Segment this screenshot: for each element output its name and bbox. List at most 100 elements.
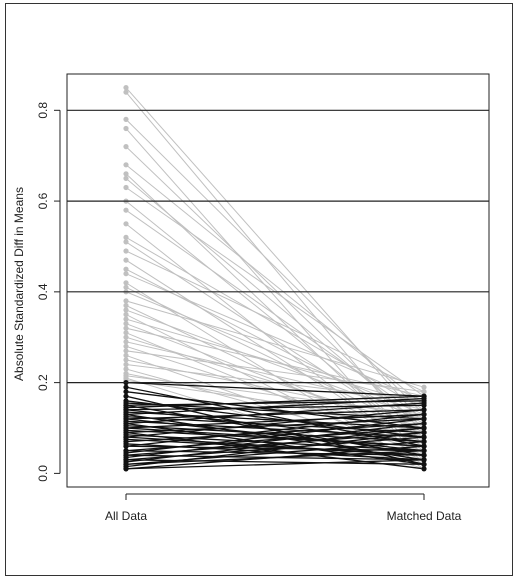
point-matched-data [421, 429, 427, 436]
x-tick-label: Matched Data [387, 509, 462, 523]
series-line [125, 459, 425, 465]
point-all-data [123, 334, 129, 340]
point-all-data [123, 257, 129, 263]
point-all-data [123, 311, 129, 318]
point-all-data [123, 389, 129, 395]
point-all-data [123, 339, 129, 345]
point-all-data [123, 266, 129, 272]
point-all-data [123, 175, 129, 181]
point-all-data [123, 457, 129, 463]
point-all-data [123, 284, 129, 290]
point-matched-data [421, 452, 427, 458]
series-line [125, 409, 425, 420]
point-all-data [123, 330, 129, 336]
series-line [125, 443, 425, 461]
y-tick-label: 0.8 [36, 102, 50, 119]
point-all-data [123, 393, 129, 399]
point-matched-data [421, 466, 427, 472]
series-line [125, 178, 425, 429]
series-line [125, 164, 425, 406]
point-all-data [123, 441, 129, 447]
point-matched-data [421, 407, 427, 413]
point-all-data [123, 432, 129, 438]
series-line [125, 438, 425, 456]
point-matched-data [421, 411, 427, 417]
series-lines [125, 87, 425, 470]
point-all-data [123, 361, 129, 368]
point-all-data [123, 343, 129, 349]
y-axis: 0.0 0.2 0.4 0.6 0.8 [36, 102, 61, 482]
point-all-data [123, 162, 129, 168]
point-all-data [123, 248, 129, 254]
point-all-data [123, 436, 129, 442]
y-tick-label: 0.4 [36, 283, 50, 300]
point-all-data [123, 352, 129, 358]
point-all-data [123, 448, 129, 454]
x-tick-label: All Data [105, 509, 147, 523]
series-line [125, 341, 425, 411]
point-all-data [123, 409, 129, 415]
point-all-data [123, 418, 129, 424]
point-all-data [123, 366, 129, 372]
point-all-data [123, 302, 129, 309]
point-all-data [123, 423, 129, 429]
y-tick-label: 0.0 [36, 465, 50, 482]
point-all-data [123, 400, 129, 406]
point-matched-data [421, 434, 427, 440]
series-line [125, 429, 425, 447]
point-matched-data [421, 395, 427, 402]
series-line [125, 402, 425, 425]
series-line [125, 236, 425, 411]
series-line [125, 391, 425, 429]
series-line [125, 434, 425, 452]
point-matched-data [421, 416, 427, 422]
series-line [125, 397, 425, 416]
point-matched-data [421, 461, 427, 467]
point-matched-data [421, 439, 427, 445]
point-all-data [123, 271, 129, 277]
point-all-data [123, 184, 129, 191]
balance-plot: 0.0 0.2 0.4 0.6 0.8 All Data Matched Data Abs… [12, 73, 490, 523]
series-line [125, 91, 425, 447]
series-line [125, 402, 425, 420]
point-all-data [123, 321, 129, 327]
figure-frame: 0.0 0.2 0.4 0.6 0.8 All Data Matched Data Abs… [5, 3, 513, 576]
series-line [125, 418, 425, 434]
series-line [125, 459, 425, 470]
point-all-data [123, 298, 129, 304]
series-line [125, 223, 425, 461]
point-all-data [123, 348, 129, 354]
series-line [125, 422, 425, 443]
point-all-data [123, 427, 129, 433]
x-axis: All Data Matched Data [105, 493, 462, 523]
point-matched-data [421, 389, 427, 395]
plot-box [66, 73, 490, 488]
series-line [125, 450, 425, 456]
point-all-data [123, 234, 129, 240]
series-line [125, 416, 425, 434]
point-all-data [123, 125, 129, 132]
series-line [125, 300, 425, 388]
point-all-data [123, 452, 129, 458]
series-line [125, 413, 425, 447]
point-all-data [123, 89, 129, 95]
point-all-data [123, 207, 129, 213]
point-all-data [123, 144, 129, 150]
y-tick-label: 0.6 [36, 192, 50, 209]
point-matched-data [421, 457, 427, 463]
point-all-data [123, 116, 129, 122]
point-all-data [123, 325, 129, 331]
point-all-data [123, 414, 129, 420]
point-matched-data [421, 443, 427, 449]
series-line [125, 273, 425, 402]
series-line [125, 250, 425, 393]
point-all-data [123, 466, 129, 472]
point-matched-data [421, 384, 427, 390]
point-all-data [123, 239, 129, 245]
point-all-data [123, 384, 129, 390]
point-matched-data [421, 420, 427, 427]
point-all-data [123, 357, 129, 363]
series-line [125, 381, 425, 397]
series-points [123, 85, 427, 472]
point-matched-data [421, 425, 427, 431]
